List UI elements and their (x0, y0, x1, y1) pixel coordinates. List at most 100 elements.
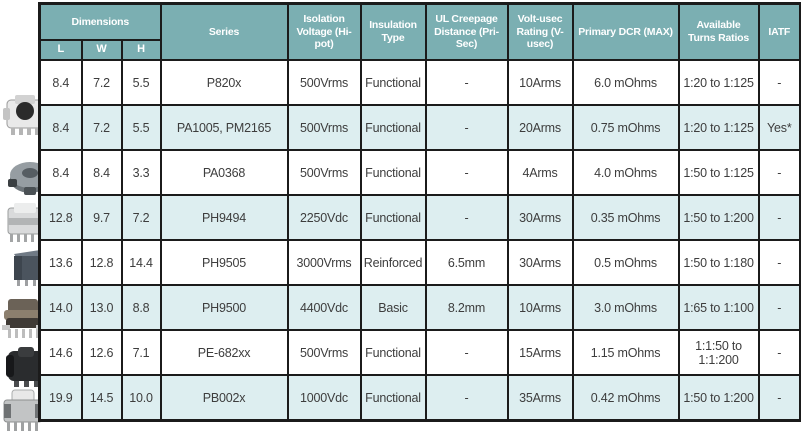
cell-volt-usec-rating: 30Arms (506, 239, 574, 286)
cell-insulation-type: Functional (359, 374, 427, 422)
cell-series: P820x (159, 59, 289, 106)
cell-series: PA0368 (159, 149, 289, 196)
product-photo-ph9494 (2, 198, 50, 246)
header-length: L (38, 39, 83, 61)
cell-iatf: - (757, 239, 801, 286)
cell-primary-dcr: 0.75 mOhms (571, 104, 680, 151)
cell-ul-creepage-distance: - (424, 374, 509, 422)
cell-volt-usec-rating: 35Arms (506, 374, 574, 422)
cell-insulation-type: Basic (359, 284, 427, 331)
cell-iatf: - (757, 374, 801, 422)
cell-length: 19.9 (38, 374, 83, 422)
cell-available-turns-ratios: 1:50 to 1:180 (677, 239, 760, 286)
cell-length: 12.8 (38, 194, 83, 241)
cell-height: 5.5 (120, 59, 162, 106)
cell-height: 14.4 (120, 239, 162, 286)
cell-series: PA1005, PM2165 (159, 104, 289, 151)
cell-insulation-type: Functional (359, 59, 427, 106)
header-ul-creepage-distance: UL Creepage Distance (Pri-Sec) (424, 2, 509, 61)
cell-series: PH9505 (159, 239, 289, 286)
cell-series: PB002x (159, 374, 289, 422)
header-insulation-type: Insulation Type (359, 2, 427, 61)
header-primary-dcr: Primary DCR (MAX) (571, 2, 680, 61)
cell-available-turns-ratios: 1:1:50 to 1:1:200 (677, 329, 760, 376)
cell-iatf: Yes* (757, 104, 801, 151)
table-row: 19.9 14.5 10.0 PB002x 1000Vdc Functional… (38, 374, 801, 422)
product-comparison-table: Dimensions Series Isolation Voltage (Hi-… (38, 2, 801, 422)
cell-length: 13.6 (38, 239, 83, 286)
cell-available-turns-ratios: 1:50 to 1:200 (677, 374, 760, 422)
cell-height: 5.5 (120, 104, 162, 151)
cell-volt-usec-rating: 10Arms (506, 284, 574, 331)
header-width: W (80, 39, 123, 61)
header-iatf: IATF (757, 2, 801, 61)
cell-length: 8.4 (38, 149, 83, 196)
cell-width: 12.6 (80, 329, 123, 376)
header-height: H (120, 39, 162, 61)
cell-iatf: - (757, 149, 801, 196)
cell-primary-dcr: 3.0 mOhms (571, 284, 680, 331)
cell-primary-dcr: 6.0 mOhms (571, 59, 680, 106)
cell-primary-dcr: 0.5 mOhms (571, 239, 680, 286)
cell-width: 14.5 (80, 374, 123, 422)
cell-available-turns-ratios: 1:20 to 1:125 (677, 104, 760, 151)
header-series: Series (159, 2, 289, 61)
cell-insulation-type: Functional (359, 329, 427, 376)
cell-isolation-voltage: 2250Vdc (286, 194, 362, 241)
cell-iatf: - (757, 329, 801, 376)
cell-width: 8.4 (80, 149, 123, 196)
cell-iatf: - (757, 284, 801, 331)
cell-height: 8.8 (120, 284, 162, 331)
table-row: 8.4 7.2 5.5 P820x 500Vrms Functional - 1… (38, 59, 801, 106)
cell-ul-creepage-distance: 8.2mm (424, 284, 509, 331)
cell-isolation-voltage: 500Vrms (286, 59, 362, 106)
cell-insulation-type: Functional (359, 149, 427, 196)
table-row: 14.6 12.6 7.1 PE-682xx 500Vrms Functiona… (38, 329, 801, 376)
table-row: 12.8 9.7 7.2 PH9494 2250Vdc Functional -… (38, 194, 801, 241)
cell-series: PE-682xx (159, 329, 289, 376)
table-row: 14.0 13.0 8.8 PH9500 4400Vdc Basic 8.2mm… (38, 284, 801, 331)
cell-ul-creepage-distance: - (424, 59, 509, 106)
cell-iatf: - (757, 59, 801, 106)
cell-width: 7.2 (80, 59, 123, 106)
cell-width: 9.7 (80, 194, 123, 241)
cell-isolation-voltage: 4400Vdc (286, 284, 362, 331)
cell-insulation-type: Functional (359, 194, 427, 241)
cell-primary-dcr: 0.35 mOhms (571, 194, 680, 241)
cell-width: 12.8 (80, 239, 123, 286)
header-available-turns-ratios: Available Turns Ratios (677, 2, 760, 61)
cell-height: 7.2 (120, 194, 162, 241)
cell-isolation-voltage: 1000Vdc (286, 374, 362, 422)
cell-available-turns-ratios: 1:65 to 1:100 (677, 284, 760, 331)
cell-length: 14.6 (38, 329, 83, 376)
cell-height: 10.0 (120, 374, 162, 422)
cell-primary-dcr: 1.15 mOhms (571, 329, 680, 376)
cell-ul-creepage-distance: - (424, 149, 509, 196)
cell-length: 14.0 (38, 284, 83, 331)
cell-ul-creepage-distance: 6.5mm (424, 239, 509, 286)
cell-available-turns-ratios: 1:50 to 1:200 (677, 194, 760, 241)
cell-volt-usec-rating: 4Arms (506, 149, 574, 196)
cell-available-turns-ratios: 1:50 to 1:125 (677, 149, 760, 196)
header-isolation-voltage: Isolation Voltage (Hi-pot) (286, 2, 362, 61)
product-photo-pb002x (0, 388, 46, 434)
cell-ul-creepage-distance: - (424, 329, 509, 376)
cell-series: PH9500 (159, 284, 289, 331)
table-row: 8.4 7.2 5.5 PA1005, PM2165 500Vrms Funct… (38, 104, 801, 151)
cell-length: 8.4 (38, 104, 83, 151)
header-dimensions: Dimensions (38, 2, 162, 41)
table-body: 8.4 7.2 5.5 P820x 500Vrms Functional - 1… (38, 59, 801, 422)
cell-ul-creepage-distance: - (424, 194, 509, 241)
cell-volt-usec-rating: 30Arms (506, 194, 574, 241)
cell-height: 3.3 (120, 149, 162, 196)
table-row: 13.6 12.8 14.4 PH9505 3000Vrms Reinforce… (38, 239, 801, 286)
cell-iatf: - (757, 194, 801, 241)
product-photo-ph9500 (0, 293, 46, 343)
cell-isolation-voltage: 3000Vrms (286, 239, 362, 286)
cell-series: PH9494 (159, 194, 289, 241)
cell-primary-dcr: 0.42 mOhms (571, 374, 680, 422)
cell-length: 8.4 (38, 59, 83, 106)
cell-volt-usec-rating: 10Arms (506, 59, 574, 106)
cell-primary-dcr: 4.0 mOhms (571, 149, 680, 196)
